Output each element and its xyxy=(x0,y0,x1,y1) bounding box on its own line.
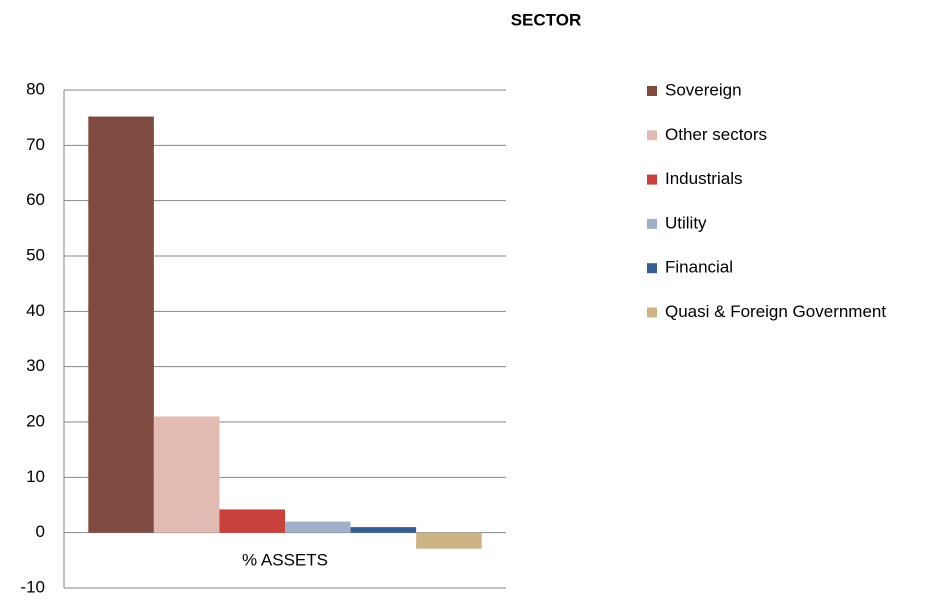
bar xyxy=(285,521,351,533)
y-tick-label: 30 xyxy=(26,356,45,375)
legend-swatch xyxy=(647,86,657,96)
bar xyxy=(350,527,417,533)
y-tick-label: 70 xyxy=(26,135,45,154)
y-tick-label: 40 xyxy=(26,301,45,320)
bar xyxy=(153,416,220,533)
legend-label: Sovereign xyxy=(665,80,742,99)
legend-swatch xyxy=(647,174,657,185)
y-tick-label: 60 xyxy=(26,190,45,209)
bar xyxy=(88,116,154,533)
legend-label: Industrials xyxy=(665,169,742,188)
legend-swatch xyxy=(647,263,657,274)
legend-label: Utility xyxy=(665,213,707,232)
y-tick-label: 0 xyxy=(36,522,45,541)
chart-title: SECTOR xyxy=(511,10,582,29)
legend-label: Other sectors xyxy=(665,125,767,144)
bar xyxy=(416,532,482,549)
bar xyxy=(219,509,285,533)
y-tick-label: 20 xyxy=(26,411,45,430)
y-tick-label: 80 xyxy=(26,79,45,98)
legend-swatch xyxy=(647,218,657,229)
legend-swatch xyxy=(647,130,657,141)
y-tick-label: 50 xyxy=(26,245,45,264)
y-tick-label: -10 xyxy=(20,577,45,596)
y-tick-label: 10 xyxy=(26,467,45,486)
legend-label: Quasi & Foreign Government xyxy=(665,302,886,321)
legend-swatch xyxy=(647,307,657,318)
x-tick-label: % ASSETS xyxy=(242,550,328,569)
legend-label: Financial xyxy=(665,258,733,277)
